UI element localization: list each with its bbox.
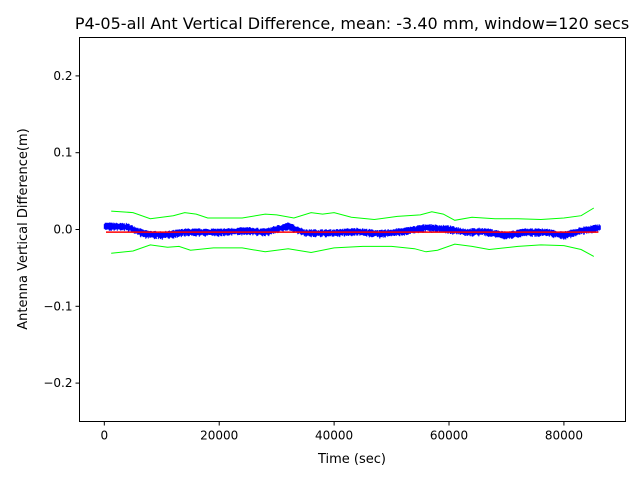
y-tick-label: −0.2	[43, 376, 72, 390]
x-tick-label: 60000	[430, 429, 468, 443]
x-tick-label: 80000	[545, 429, 583, 443]
y-axis: 0.2 0.1 0.0 −0.1 −0.2	[43, 69, 80, 390]
x-tick-label: 40000	[315, 429, 353, 443]
y-tick-label: 0.0	[53, 223, 72, 237]
chart-title: P4-05-all Ant Vertical Difference, mean:…	[75, 14, 629, 33]
y-axis-label: Antenna Vertical Difference(m)	[16, 128, 31, 329]
data-series-line	[103, 222, 601, 240]
x-axis-label: Time (sec)	[317, 452, 386, 467]
y-tick-label: −0.1	[43, 299, 72, 313]
upper-series-line	[111, 207, 595, 221]
x-axis: 0 20000 40000 60000 80000	[100, 421, 583, 443]
y-tick-label: 0.2	[53, 69, 72, 83]
plot-marks	[103, 207, 601, 257]
x-tick-label: 20000	[200, 429, 238, 443]
lower-series-line	[111, 243, 595, 257]
x-tick-label: 0	[100, 429, 108, 443]
y-tick-label: 0.1	[53, 146, 72, 160]
